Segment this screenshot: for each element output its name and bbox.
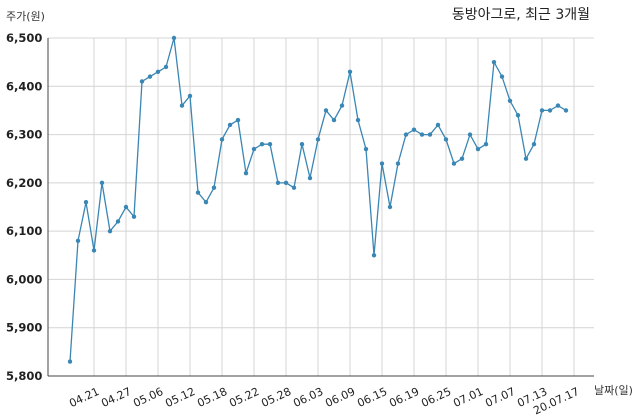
price-point bbox=[515, 113, 521, 118]
price-point bbox=[475, 146, 481, 152]
price-point bbox=[363, 146, 369, 152]
y-axis-label: 주가(원) bbox=[6, 10, 45, 23]
price-point bbox=[267, 142, 273, 147]
price-point bbox=[443, 137, 449, 142]
price-point bbox=[83, 199, 89, 205]
price-point bbox=[187, 93, 193, 99]
price-point bbox=[339, 103, 345, 108]
x-axis-label: 날짜(일) bbox=[594, 383, 633, 397]
price-point bbox=[531, 142, 537, 147]
price-point bbox=[179, 103, 185, 108]
x-tick-label: 05.06 bbox=[131, 385, 165, 410]
price-point bbox=[131, 214, 137, 219]
price-point bbox=[219, 137, 225, 142]
y-tick-label: 6,100 bbox=[6, 224, 42, 238]
x-tick-label: 05.28 bbox=[259, 385, 293, 410]
price-point bbox=[139, 79, 145, 84]
price-point bbox=[211, 185, 217, 190]
price-point bbox=[259, 142, 265, 147]
price-point bbox=[451, 161, 457, 166]
price-point bbox=[387, 204, 393, 210]
price-point bbox=[307, 175, 313, 181]
x-tick-label: 05.12 bbox=[163, 385, 197, 410]
y-tick-label: 5,800 bbox=[6, 369, 42, 383]
price-point bbox=[547, 108, 553, 113]
price-point bbox=[67, 359, 73, 364]
price-point bbox=[379, 161, 385, 166]
price-point bbox=[491, 59, 497, 65]
price-point bbox=[555, 103, 561, 108]
price-point bbox=[371, 253, 377, 258]
y-tick-label: 6,000 bbox=[6, 272, 42, 286]
price-point bbox=[299, 142, 305, 147]
price-point bbox=[523, 156, 529, 161]
x-tick-label: 05.22 bbox=[227, 385, 261, 410]
x-tick-label: 06.19 bbox=[387, 385, 421, 410]
x-tick-label: 07.01 bbox=[451, 385, 485, 410]
price-point bbox=[203, 199, 209, 205]
y-tick-labels: 5,800 5,900 6,000 6,100 6,200 6,300 6,400 6,500 bbox=[6, 31, 42, 383]
price-point bbox=[355, 117, 361, 123]
price-point bbox=[147, 74, 153, 79]
price-point bbox=[499, 74, 505, 79]
price-point bbox=[563, 108, 569, 113]
x-tick-label: 04.21 bbox=[67, 385, 101, 410]
x-tick-label: 07.07 bbox=[483, 385, 517, 410]
x-tick-label: 06.09 bbox=[323, 385, 357, 410]
price-point bbox=[163, 64, 169, 70]
price-point bbox=[507, 98, 513, 103]
x-tick-labels: 04.2104.2705.0605.1205.1805.2205.2806.03… bbox=[67, 385, 581, 417]
price-point bbox=[419, 132, 425, 137]
y-tick-label: 5,900 bbox=[6, 321, 42, 335]
x-tick-label: 06.03 bbox=[291, 385, 325, 410]
price-point bbox=[459, 156, 465, 161]
price-point bbox=[243, 171, 249, 176]
price-point bbox=[395, 161, 401, 166]
price-point bbox=[323, 108, 329, 113]
price-point bbox=[427, 132, 433, 137]
price-point bbox=[467, 132, 473, 137]
price-point bbox=[251, 146, 257, 152]
y-tick-label: 6,500 bbox=[6, 31, 42, 45]
price-point bbox=[123, 204, 129, 210]
price-point bbox=[411, 127, 417, 132]
y-tick-label: 6,300 bbox=[6, 128, 42, 142]
price-point bbox=[107, 228, 113, 234]
price-point bbox=[331, 117, 337, 123]
grid-lines bbox=[48, 37, 594, 377]
x-tick-label: 06.15 bbox=[355, 385, 389, 410]
price-point bbox=[227, 122, 233, 128]
x-tick-label: 06.25 bbox=[419, 385, 453, 410]
price-point bbox=[283, 180, 289, 186]
chart-title: 동방아그로, 최근 3개월 bbox=[452, 7, 590, 23]
price-point bbox=[275, 180, 281, 186]
price-point bbox=[75, 238, 81, 243]
price-point bbox=[435, 122, 441, 128]
y-tick-label: 6,400 bbox=[6, 79, 42, 93]
price-point bbox=[539, 108, 545, 113]
price-point bbox=[291, 185, 297, 190]
price-point bbox=[403, 132, 409, 137]
price-point bbox=[115, 219, 121, 224]
price-point bbox=[347, 69, 353, 75]
price-point bbox=[99, 180, 105, 186]
price-point bbox=[171, 35, 177, 41]
price-point bbox=[91, 248, 97, 253]
y-tick-label: 6,200 bbox=[6, 176, 42, 190]
price-points bbox=[67, 35, 569, 364]
price-point bbox=[235, 117, 241, 123]
price-point bbox=[155, 69, 161, 75]
x-tick-label: 04.27 bbox=[99, 385, 133, 410]
price-point bbox=[315, 137, 321, 142]
price-point bbox=[195, 190, 201, 195]
x-tick-label: 05.18 bbox=[195, 385, 229, 410]
price-point bbox=[483, 142, 489, 147]
